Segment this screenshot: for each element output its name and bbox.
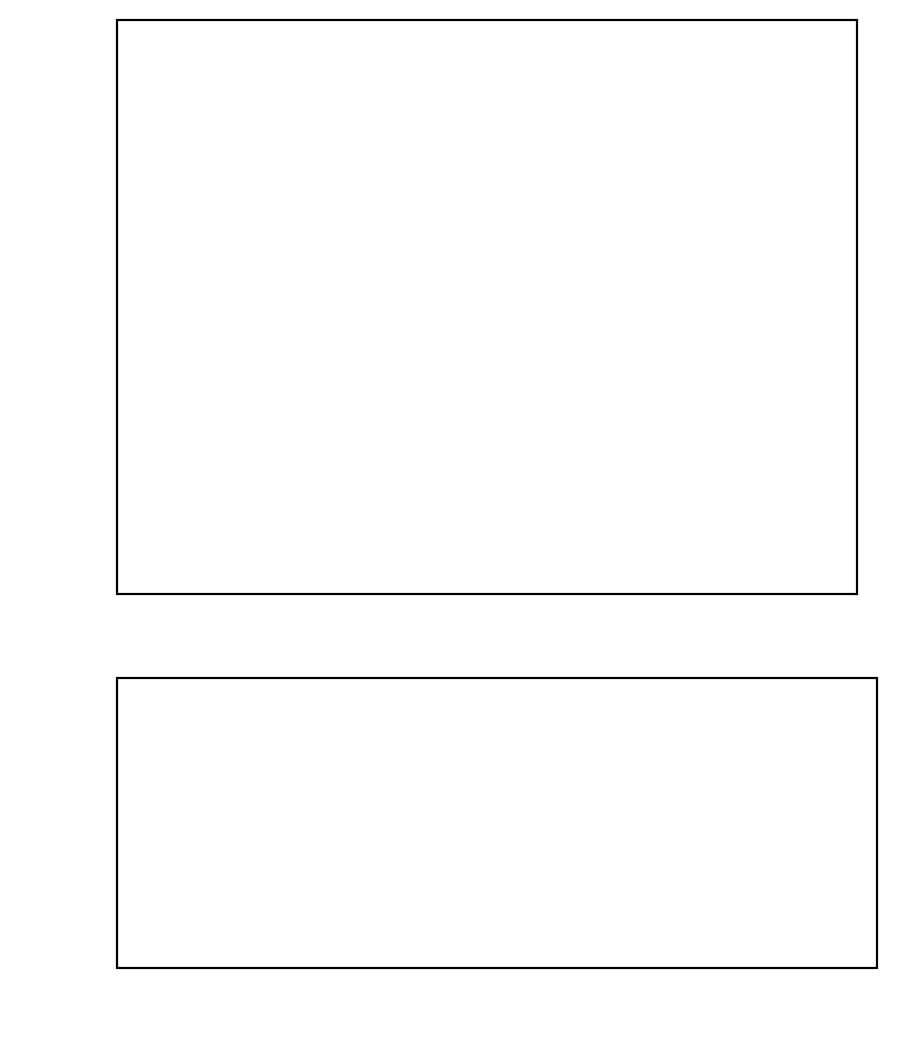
- bottom-plot-frame: [115, 676, 879, 970]
- fit-residuals-panel: [115, 676, 879, 970]
- magnitude-calibration-panel: [115, 18, 859, 596]
- top-plot-frame: [115, 18, 859, 596]
